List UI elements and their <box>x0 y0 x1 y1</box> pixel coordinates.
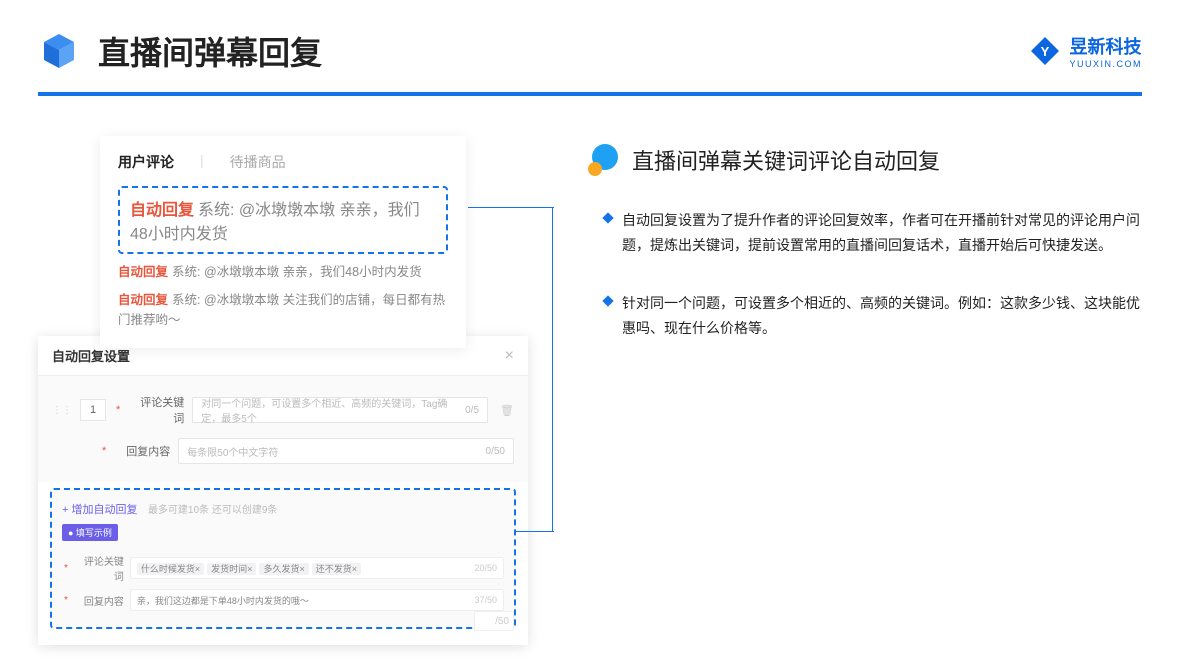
reply-counter: 0/50 <box>486 446 505 457</box>
delete-icon[interactable]: 🗑 <box>500 404 514 417</box>
auto-reply-tag: 自动回复 <box>130 202 194 219</box>
keyword-tag: 多久发货× <box>259 563 308 575</box>
tab-separator: | <box>200 152 204 172</box>
page-header: 直播间弹幕回复 Y 昱新科技 YUUXIN.COM <box>0 0 1180 74</box>
keyword-tag: 还不发货× <box>312 563 361 575</box>
drag-handle-icon[interactable]: ⋮⋮ <box>52 405 72 416</box>
section-title: 直播间弹幕关键词评论自动回复 <box>632 144 940 176</box>
reply-row: * 回复内容 每条限50个中文字符 0/50 <box>52 438 514 464</box>
comments-card: 用户评论 | 待播商品 自动回复系统: @冰墩墩本墩 亲亲，我们48小时内发货 … <box>100 136 466 348</box>
tab-products[interactable]: 待播商品 <box>230 152 286 172</box>
svg-text:Y: Y <box>1041 44 1050 59</box>
settings-modal: 自动回复设置 × ⋮⋮ 1 * 评论关键词 对同一个问题，可设置多个相近、高频的… <box>38 336 528 645</box>
page-title: 直播间弹幕回复 <box>98 28 322 74</box>
example-box: + 增加自动回复 最多可建10条 还可以创建9条 ● 填写示例 * 评论关键词 … <box>50 488 516 629</box>
modal-title: 自动回复设置 <box>52 346 130 365</box>
comment-text: 亲亲，我们48小时内发货 <box>283 265 422 279</box>
auto-reply-tag: 自动回复 <box>118 265 168 279</box>
description-panel: 直播间弹幕关键词评论自动回复 自动回复设置为了提升作者的评论回复效率，作者可在开… <box>588 136 1142 374</box>
tabs: 用户评论 | 待播商品 <box>118 152 448 182</box>
ex-keyword-tags: 什么时候发货×发货时间×多久发货× 还不发货× <box>137 562 364 575</box>
ex-reply-text: 亲，我们这边都是下单48小时内发货的哦～ <box>137 594 309 607</box>
diamond-icon <box>602 295 613 306</box>
bullet-text: 自动回复设置为了提升作者的评论回复效率，作者可在开播前针对常见的评论用户问题，提… <box>622 208 1142 257</box>
stray-counter: /50 <box>474 611 514 631</box>
cube-icon <box>38 30 80 72</box>
keyword-input[interactable]: 对同一个问题，可设置多个相近、高频的关键词，Tag确定，最多5个 0/5 <box>192 397 488 423</box>
reply-input[interactable]: 每条限50个中文字符 0/50 <box>178 438 514 464</box>
reply-placeholder: 每条限50个中文字符 <box>187 444 278 459</box>
example-reply-row: * 回复内容 亲，我们这边都是下单48小时内发货的哦～ 37/50 <box>62 589 504 611</box>
system-label: 系统: <box>198 202 234 219</box>
mockup-panel: 用户评论 | 待播商品 自动回复系统: @冰墩墩本墩 亲亲，我们48小时内发货 … <box>38 136 528 374</box>
comment-line-2: 自动回复系统: @冰墩墩本墩 亲亲，我们48小时内发货 <box>118 262 448 282</box>
keyword-tag: 发货时间× <box>207 563 256 575</box>
add-reply-link[interactable]: + 增加自动回复 <box>62 504 137 516</box>
system-label: 系统: <box>172 265 200 279</box>
stray-counter-text: /50 <box>495 616 509 627</box>
keyword-row: ⋮⋮ 1 * 评论关键词 对同一个问题，可设置多个相近、高频的关键词，Tag确定… <box>52 394 514 426</box>
bubble-icon <box>588 144 620 176</box>
example-badge: ● 填写示例 <box>62 524 118 541</box>
keyword-label: 评论关键词 <box>130 394 184 426</box>
order-number: 1 <box>80 399 106 421</box>
bullet-text: 针对同一个问题，可设置多个相近的、高频的关键词。例如：这款多少钱、这块能优惠吗、… <box>622 291 1142 340</box>
required-star: * <box>64 595 68 606</box>
ex-reply-counter: 37/50 <box>474 595 497 605</box>
close-icon[interactable]: × <box>505 347 514 365</box>
ex-keyword-label: 评论关键词 <box>76 553 124 583</box>
required-star: * <box>116 404 120 416</box>
ex-keyword-counter: 20/50 <box>474 563 497 573</box>
tab-comments[interactable]: 用户评论 <box>118 152 174 172</box>
mention: @冰墩墩本墩 <box>204 293 279 307</box>
add-reply-hint: 最多可建10条 还可以创建9条 <box>148 505 277 516</box>
reply-label: 回复内容 <box>116 443 170 459</box>
keyword-counter: 0/5 <box>465 405 479 416</box>
system-label: 系统: <box>172 293 200 307</box>
auto-reply-tag: 自动回复 <box>118 293 168 307</box>
example-keyword-row: * 评论关键词 什么时候发货×发货时间×多久发货× 还不发货× 20/50 <box>62 553 504 583</box>
ex-keyword-input[interactable]: 什么时候发货×发货时间×多久发货× 还不发货× 20/50 <box>130 557 504 579</box>
required-star: * <box>64 563 68 574</box>
comment-line-3: 自动回复系统: @冰墩墩本墩 关注我们的店铺，每日都有热门推荐哟～ <box>118 290 448 330</box>
ex-reply-label: 回复内容 <box>76 593 124 608</box>
keyword-placeholder: 对同一个问题，可设置多个相近、高频的关键词，Tag确定，最多5个 <box>201 395 465 425</box>
mention: @冰墩墩本墩 <box>204 265 279 279</box>
bullet-list: 自动回复设置为了提升作者的评论回复效率，作者可在开播前针对常见的评论用户问题，提… <box>588 208 1142 340</box>
section-header: 直播间弹幕关键词评论自动回复 <box>588 144 1142 176</box>
brand-logo: Y 昱新科技 YUUXIN.COM <box>1029 33 1142 69</box>
bullet-item: 针对同一个问题，可设置多个相近的、高频的关键词。例如：这款多少钱、这块能优惠吗、… <box>604 291 1142 340</box>
modal-body: ⋮⋮ 1 * 评论关键词 对同一个问题，可设置多个相近、高频的关键词，Tag确定… <box>38 376 528 482</box>
highlighted-comment: 自动回复系统: @冰墩墩本墩 亲亲，我们48小时内发货 <box>118 186 448 254</box>
brand-name: 昱新科技 <box>1069 33 1142 59</box>
connector-line <box>514 531 554 532</box>
brand-url: YUUXIN.COM <box>1069 59 1142 69</box>
header-left: 直播间弹幕回复 <box>38 28 322 74</box>
keyword-tag: 什么时候发货× <box>137 563 204 575</box>
diamond-icon <box>602 212 613 223</box>
brand-icon: Y <box>1029 35 1061 67</box>
connector-line <box>552 207 553 531</box>
required-star: * <box>102 445 106 457</box>
ex-reply-input[interactable]: 亲，我们这边都是下单48小时内发货的哦～ 37/50 <box>130 589 504 611</box>
mention: @冰墩墩本墩 <box>239 202 335 219</box>
connector-line <box>468 207 554 208</box>
bullet-item: 自动回复设置为了提升作者的评论回复效率，作者可在开播前针对常见的评论用户问题，提… <box>604 208 1142 257</box>
